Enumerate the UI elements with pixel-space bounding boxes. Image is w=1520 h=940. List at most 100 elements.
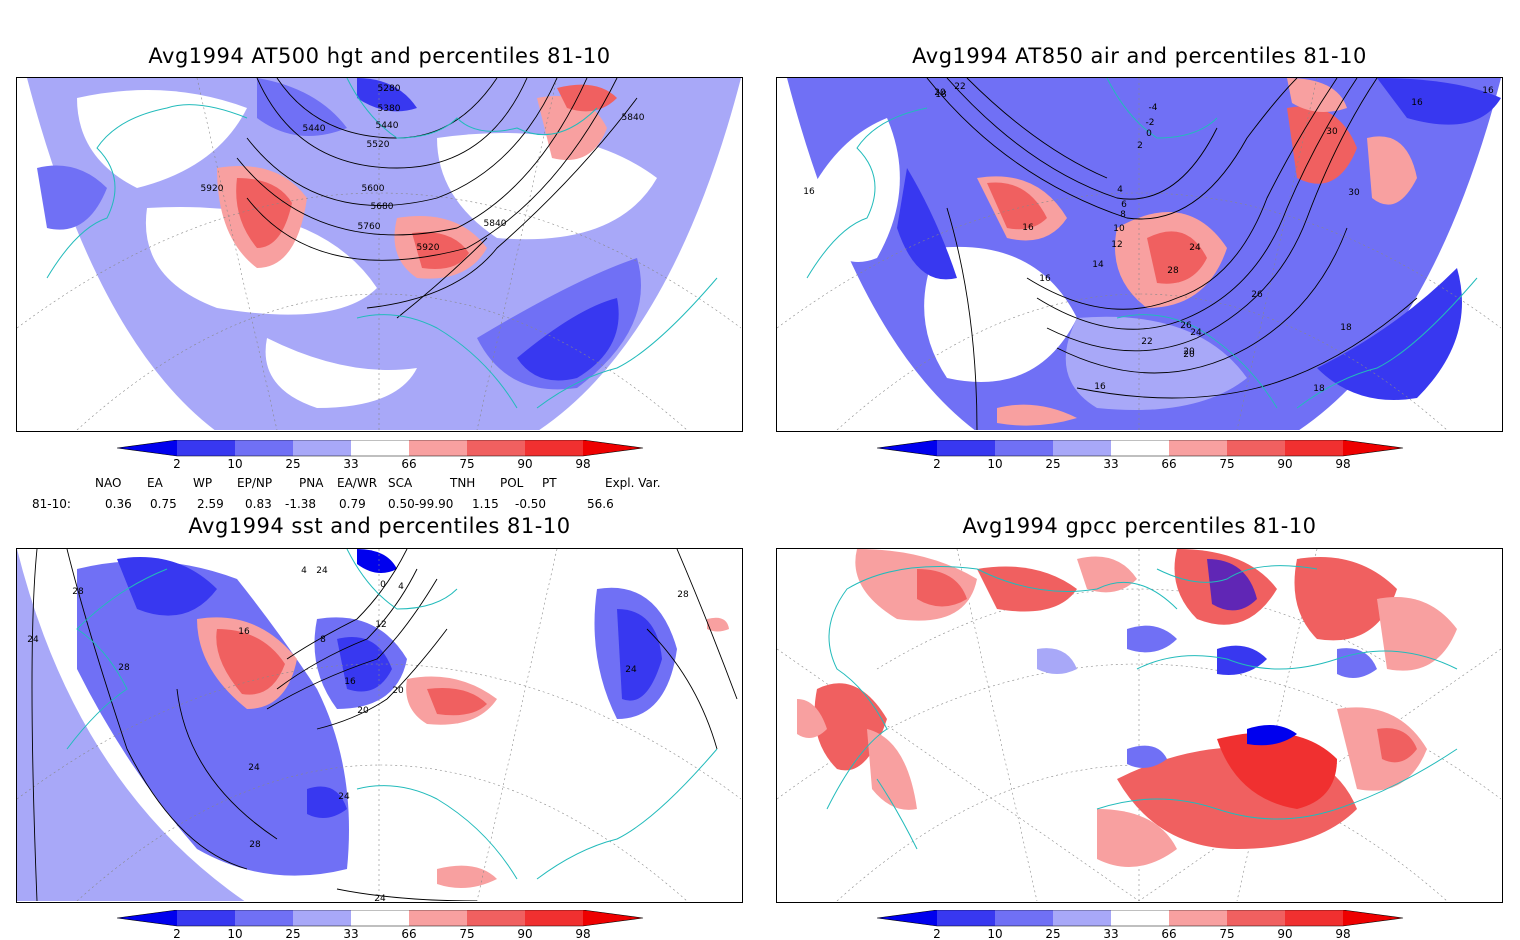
colorbar-bin	[467, 910, 525, 926]
contour-label: 12	[1111, 240, 1122, 250]
contour-label: 18	[1340, 323, 1352, 333]
contour-label: 16	[238, 627, 250, 637]
colorbar-tick: 66	[401, 927, 416, 940]
index-value: -0.50	[515, 497, 547, 511]
contour-label: 14	[1092, 260, 1104, 270]
contour-label: 16	[1022, 223, 1034, 233]
colorbar-bin	[1053, 440, 1111, 456]
contour-label: 6	[1121, 200, 1127, 210]
contour-label: 5520	[367, 140, 390, 150]
colorbar-arrow-high	[1343, 440, 1403, 456]
contour-label: 28	[1167, 266, 1179, 276]
map-canvas-air850: 22 20 18 -4 -2 0 2 4 6 8 10 12 14 16 16 …	[777, 78, 1501, 430]
colorbar-tick: 2	[173, 457, 181, 471]
colorbar-tick: 10	[227, 927, 242, 940]
colorbar-bin	[1169, 440, 1227, 456]
contour-label: 4	[1117, 185, 1123, 195]
contour-label: 26	[1180, 321, 1192, 331]
contour-label: 5840	[622, 113, 645, 123]
contour-label: 20	[392, 686, 404, 696]
colorbar-tick: 75	[459, 457, 474, 471]
contour-label: 30	[1348, 188, 1360, 198]
colorbar-tick: 90	[517, 927, 532, 940]
index-value: 56.6	[587, 497, 614, 511]
colorbar-air850: 2 10 25 33 66 75 90 98	[877, 440, 1404, 471]
colorbar-arrow-low	[877, 440, 937, 456]
contour-label: 5760	[358, 222, 381, 232]
contour-label: 24	[1190, 328, 1202, 338]
contour-label: 24	[338, 792, 350, 802]
map-panel-hgt500: 5280 5380 5440 5440 5520 5600 5680 5760 …	[16, 77, 743, 432]
index-value: 1.15	[472, 497, 499, 511]
contour-label: 26	[1251, 290, 1263, 300]
colorbar-tick: 98	[1335, 927, 1350, 940]
colorbar-bin	[1227, 440, 1285, 456]
colorbar-bin	[525, 440, 583, 456]
contour-label: 0	[1146, 129, 1152, 139]
index-header: EP/NP	[237, 476, 273, 490]
index-value: 0.83	[245, 497, 272, 511]
colorbar-arrow-low	[877, 910, 937, 926]
map-panel-air850: 22 20 18 -4 -2 0 2 4 6 8 10 12 14 16 16 …	[776, 77, 1503, 432]
contour-label: 4	[398, 582, 404, 592]
contour-label: 8	[1120, 210, 1126, 220]
colorbar-bin	[995, 910, 1053, 926]
colorbar-tick: 2	[933, 457, 941, 471]
contour-label: 8	[320, 635, 326, 645]
contour-label: 5920	[201, 184, 224, 194]
colorbar-bin	[937, 910, 995, 926]
colorbar-arrow-high	[583, 440, 643, 456]
colorbar-sst: 2 10 25 33 66 75 90 98	[117, 910, 644, 940]
panel-title-hgt500: Avg1994 AT500 hgt and percentiles 81-10	[148, 44, 611, 68]
colorbar-tick: 25	[285, 457, 300, 471]
contour-label: 16	[344, 677, 356, 687]
colorbar-bin	[177, 440, 235, 456]
index-value: -1.38	[285, 497, 317, 511]
colorbar-tick: 2	[933, 927, 941, 940]
contour-label: 16	[1039, 274, 1051, 284]
colorbar-tick: 2	[173, 927, 181, 940]
colorbar-tick: 66	[1161, 457, 1176, 471]
colorbar-bin	[409, 910, 467, 926]
contour-label: 4	[301, 566, 307, 576]
panel-title-sst: Avg1994 sst and percentiles 81-10	[188, 514, 571, 538]
colorbar-tick: 75	[1219, 457, 1234, 471]
contour-label: 24	[27, 635, 39, 645]
map-canvas-hgt500: 5280 5380 5440 5440 5520 5600 5680 5760 …	[17, 78, 741, 430]
contour-label: 28	[677, 590, 689, 600]
index-value: 0.79	[339, 497, 366, 511]
contour-label: 16	[1411, 98, 1423, 108]
index-header-row: NAO EA WP EP/NP PNA EA/WR SCA TNH POL PT…	[0, 476, 700, 492]
colorbar-bin	[467, 440, 525, 456]
contour-label: 30	[1326, 127, 1338, 137]
colorbar-arrow-low	[117, 910, 177, 926]
colorbar-tick: 98	[575, 927, 590, 940]
contour-label: 5380	[378, 104, 401, 114]
colorbar-bin	[937, 440, 995, 456]
index-value: 0.50-99.90	[388, 497, 454, 511]
colorbar-tick: 90	[1277, 457, 1292, 471]
index-row-label: 81-10:	[32, 497, 71, 511]
contour-label: 20	[1183, 350, 1195, 360]
colorbar-bin	[235, 910, 293, 926]
colorbar-bin	[177, 910, 235, 926]
contour-label: 5600	[362, 184, 385, 194]
colorbar-tick: 33	[1103, 457, 1118, 471]
index-header: SCA	[388, 476, 413, 490]
contour-label: 22	[954, 82, 965, 92]
colorbar-bin	[293, 910, 351, 926]
contour-label: 24	[374, 894, 386, 901]
panel-title-air850: Avg1994 AT850 air and percentiles 81-10	[912, 44, 1367, 68]
colorbar-bin	[1053, 910, 1111, 926]
index-header: Expl. Var.	[605, 476, 661, 490]
colorbar-hgt500: 2 10 25 33 66 75 90 98	[117, 440, 644, 471]
contour-label: 24	[1189, 243, 1201, 253]
colorbar-tick: 25	[1045, 927, 1060, 940]
contour-label: 28	[249, 840, 261, 850]
colorbar-bin	[525, 910, 583, 926]
contour-label: 16	[803, 187, 815, 197]
contour-label: 10	[1113, 224, 1125, 234]
colorbar-bin	[409, 440, 467, 456]
contour-label: 22	[1141, 337, 1152, 347]
contour-label: 5840	[484, 219, 507, 229]
